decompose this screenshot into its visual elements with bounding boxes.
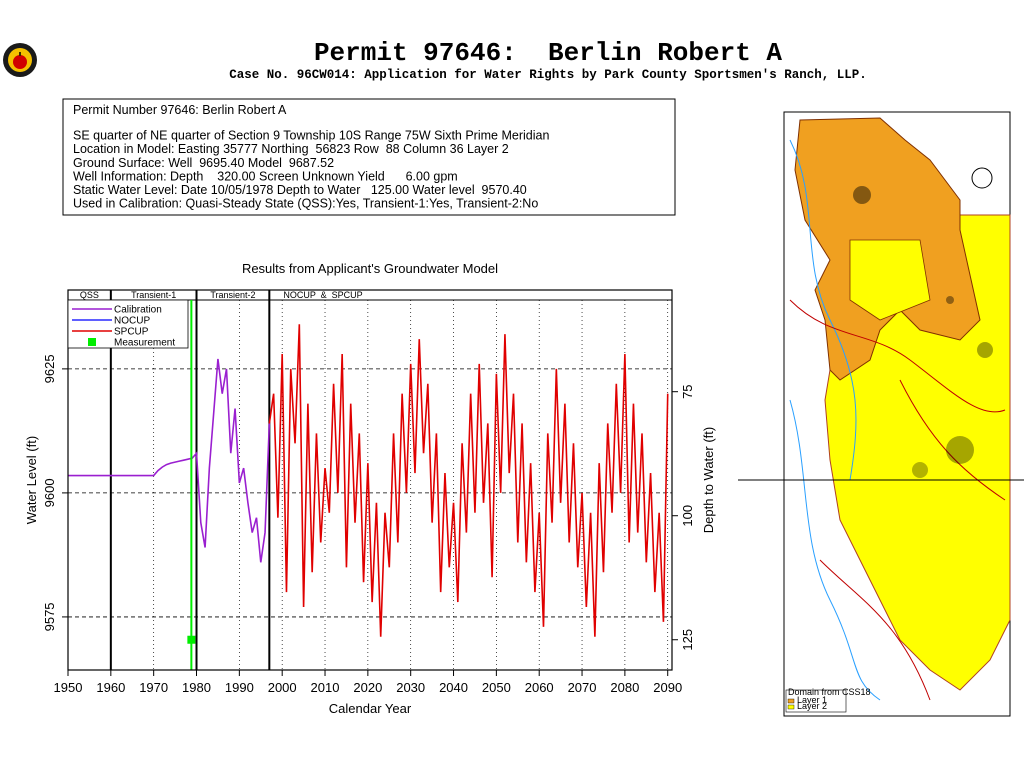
page-title: Permit 97646: Berlin Robert A <box>314 38 782 68</box>
x-tick-label: 2080 <box>610 680 639 695</box>
x-tick-label: 1950 <box>54 680 83 695</box>
layer-2-patch <box>849 239 931 321</box>
info-lines: Permit Number 97646: Berlin Robert A SE q… <box>73 103 549 211</box>
x-tick-label: 1960 <box>96 680 125 695</box>
series-line <box>68 358 271 563</box>
x-tick-label: 2070 <box>568 680 597 695</box>
info-line: Static Water Level: Date 10/05/1978 Dept… <box>73 183 527 197</box>
legend-marker <box>88 338 96 346</box>
x-tick-label: 2030 <box>396 680 425 695</box>
x-tick-label: 2010 <box>311 680 340 695</box>
x-tick-label: 1990 <box>225 680 254 695</box>
map: Domain from CSS18 Layer 1 Layer 2 <box>738 111 1024 717</box>
y2-tick-label: 100 <box>680 505 695 527</box>
period-label: Transient-1 <box>131 290 176 300</box>
y-tick-label: 9625 <box>42 354 57 383</box>
x-tick-label: 2000 <box>268 680 297 695</box>
map-legend <box>785 689 847 713</box>
x-tick-label: 2060 <box>525 680 554 695</box>
legend-label: Calibration <box>114 305 162 316</box>
road <box>899 379 1006 501</box>
y-tick-label: 9575 <box>42 602 57 631</box>
legend-swatch <box>787 704 795 710</box>
page-subtitle: Case No. 96CW014: Application for Water … <box>229 68 867 82</box>
period-label: NOCUP & SPCUP <box>283 290 362 300</box>
period-label: Transient-2 <box>210 290 255 300</box>
x-tick-label: 1970 <box>139 680 168 695</box>
info-line: Used in Calibration: Quasi-Steady State … <box>73 197 538 211</box>
x-axis-label: Calendar Year <box>329 701 412 716</box>
y-tick-label: 9600 <box>42 478 57 507</box>
river <box>789 399 881 701</box>
logo <box>3 43 37 77</box>
x-tick-label: 2040 <box>439 680 468 695</box>
well-points <box>853 186 993 478</box>
info-line: Location in Model: Easting 35777 Northin… <box>73 142 509 156</box>
info-line: Permit Number 97646: Berlin Robert A <box>73 103 287 117</box>
map-legend-title: Domain from CSS18 <box>788 687 871 697</box>
road <box>819 559 931 701</box>
map-legend-item: Layer 1 <box>797 695 827 705</box>
legend-swatch <box>787 698 795 704</box>
river <box>789 139 857 481</box>
y2-tick-label: 75 <box>680 384 695 398</box>
legend-label: Measurement <box>114 338 175 349</box>
x-tick-label: 2020 <box>353 680 382 695</box>
map-legend-item: Layer 2 <box>797 701 827 711</box>
series-line <box>268 324 669 637</box>
legend-label: NOCUP <box>114 316 150 327</box>
info-line: SE quarter of NE quarter of Section 9 To… <box>73 129 549 143</box>
period-label: QSS <box>80 290 99 300</box>
measurement-marker <box>187 635 196 644</box>
y2-tick-label: 125 <box>680 629 695 651</box>
x-tick-label: 2090 <box>653 680 682 695</box>
x-tick-label: 2050 <box>482 680 511 695</box>
y2-axis-label: Depth to Water (ft) <box>701 427 716 533</box>
info-box <box>62 98 676 216</box>
compass <box>971 167 993 189</box>
chart: Results from Applicant's Groundwater Mod… <box>24 261 716 716</box>
info-line: Ground Surface: Well 9695.40 Model 9687.… <box>73 156 334 170</box>
legend-label: SPCUP <box>114 327 149 338</box>
plot-frame <box>67 289 673 671</box>
y-axis-label: Water Level (ft) <box>24 436 39 524</box>
x-tick-label: 1980 <box>182 680 211 695</box>
chart-title: Results from Applicant's Groundwater Mod… <box>242 261 498 276</box>
road <box>789 299 1006 413</box>
info-line: Well Information: Depth 320.00 Screen Un… <box>73 169 458 183</box>
